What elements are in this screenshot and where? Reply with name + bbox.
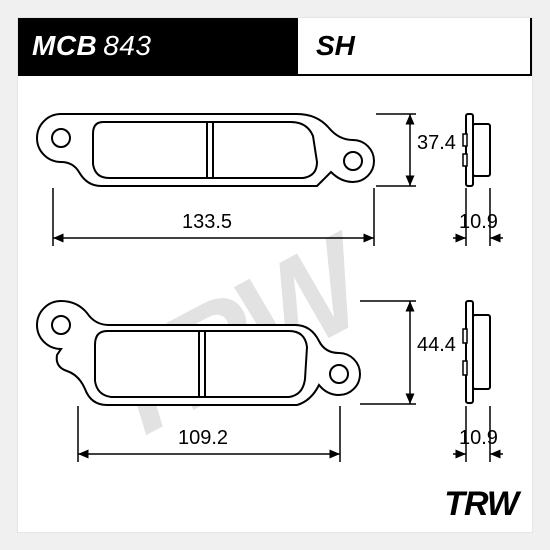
top-pad-front bbox=[37, 114, 374, 186]
header-bar: MCB 843 SH bbox=[18, 18, 532, 76]
dim-top-width: 133.5 bbox=[182, 211, 232, 234]
technical-drawing bbox=[18, 76, 534, 532]
dim-top-height: 37.4 bbox=[417, 132, 456, 155]
dim-bot-thick: 10.9 bbox=[459, 427, 498, 450]
part-suffix: SH bbox=[298, 18, 532, 74]
brand-logo: TRW bbox=[444, 485, 518, 524]
part-code: MCB 843 bbox=[18, 18, 298, 74]
dim-top-thick: 10.9 bbox=[459, 211, 498, 234]
diagram-area: TRW bbox=[18, 76, 532, 532]
dim-bot-height: 44.4 bbox=[417, 334, 456, 357]
bottom-pad-front bbox=[37, 301, 360, 405]
code-number: 843 bbox=[103, 30, 151, 62]
bottom-pad-side bbox=[463, 301, 490, 403]
code-prefix: MCB bbox=[32, 30, 97, 62]
dim-bot-width: 109.2 bbox=[178, 427, 228, 450]
top-pad-side bbox=[463, 114, 490, 186]
diagram-frame: MCB 843 SH TRW bbox=[17, 17, 533, 533]
